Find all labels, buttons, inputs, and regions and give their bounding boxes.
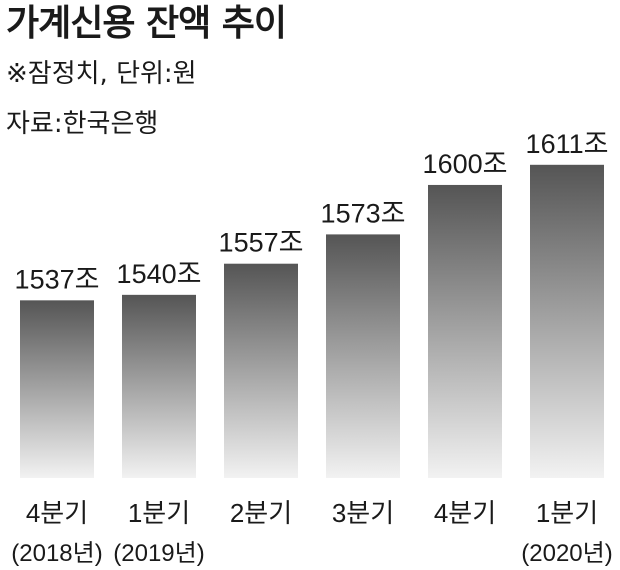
value-label-4: 1600조	[423, 149, 508, 179]
chart-note-provisional-unit: ※잠정치, 단위:원	[6, 59, 197, 89]
category-label-3: 3분기	[332, 498, 394, 528]
year-label-1: (2019년)	[113, 540, 204, 567]
bar-2	[224, 263, 298, 478]
category-label-5: 1분기	[536, 498, 598, 528]
bar-3	[326, 234, 400, 478]
bar-4	[428, 184, 502, 478]
chart-note-source: 자료:한국은행	[6, 109, 159, 139]
bar-1	[122, 294, 196, 478]
chart-title: 가계신용 잔액 추이	[6, 3, 287, 44]
value-label-0: 1537조	[15, 264, 100, 294]
value-label-1: 1540조	[117, 259, 202, 289]
year-label-0: (2018년)	[11, 540, 102, 567]
year-label-5: (2020년)	[521, 540, 612, 567]
bar-0	[20, 300, 94, 478]
value-label-2: 1557조	[219, 228, 304, 258]
value-label-3: 1573조	[321, 198, 406, 228]
value-label-5: 1611조	[526, 129, 609, 159]
category-label-0: 4분기	[26, 498, 88, 528]
bar-5	[530, 164, 604, 479]
category-label-2: 2분기	[230, 498, 292, 528]
category-label-1: 1분기	[128, 498, 190, 528]
category-label-4: 4분기	[434, 498, 496, 528]
